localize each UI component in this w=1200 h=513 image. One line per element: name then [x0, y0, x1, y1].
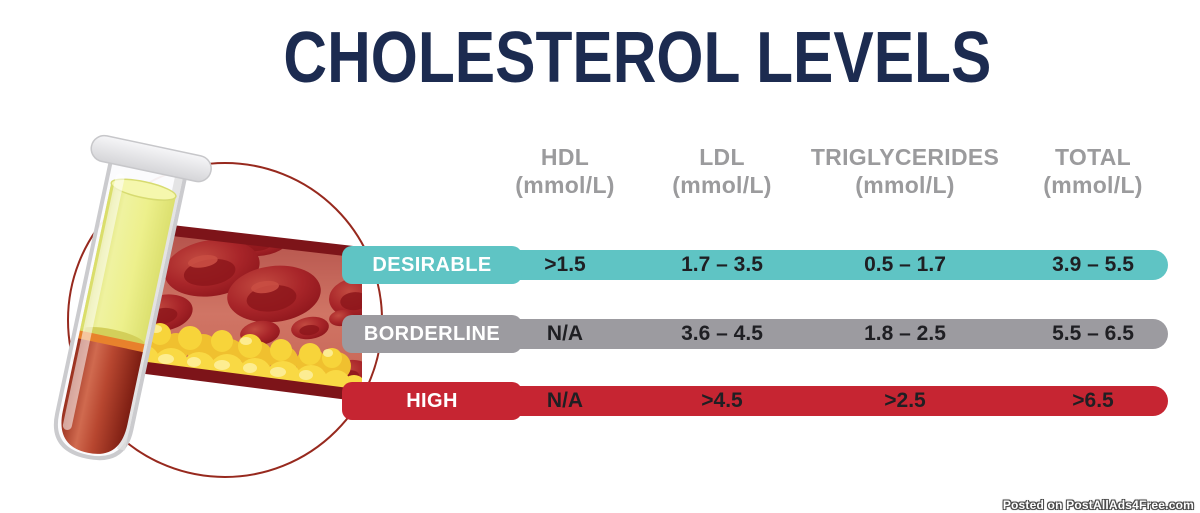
- desirable-row-label-pill: DESIRABLE: [342, 246, 522, 284]
- high-row-label-pill: HIGH: [342, 382, 522, 420]
- column-header-unit: (mmol/L): [855, 172, 955, 198]
- serum-layer: [79, 181, 177, 345]
- red-blood-cell: [227, 265, 321, 323]
- artery-wall-bottom: [130, 360, 364, 402]
- desirable-row-bar: >1.5 1.7 – 3.5 0.5 – 1.7 3.9 – 5.5: [505, 250, 1168, 280]
- artery-wall-top: [146, 222, 362, 258]
- desirable-hdl-value: >1.5: [544, 253, 586, 276]
- column-header-hdl: HDL (mmol/L): [515, 143, 615, 199]
- column-header-unit: (mmol/L): [515, 172, 615, 198]
- test-tube-icon: [54, 134, 212, 461]
- borderline-hdl-value: N/A: [546, 322, 584, 345]
- red-blood-cell: [136, 294, 193, 332]
- high-ldl-value: >4.5: [701, 389, 743, 412]
- column-header-label: TOTAL: [1054, 144, 1132, 170]
- column-header-ldl: LDL (mmol/L): [672, 143, 772, 199]
- high-triglycerides-value: >2.5: [884, 389, 926, 412]
- column-header-triglycerides: TRIGLYCERIDES (mmol/L): [811, 143, 999, 199]
- column-header-unit: (mmol/L): [672, 172, 772, 198]
- column-header-unit: (mmol/L): [1043, 172, 1143, 198]
- buffy-layer: [77, 330, 145, 355]
- column-header-total: TOTAL (mmol/L): [1043, 143, 1143, 199]
- artery-lumen: [136, 230, 362, 398]
- desirable-triglycerides-value: 0.5 – 1.7: [864, 253, 946, 276]
- desirable-ldl-value: 1.7 – 3.5: [681, 253, 763, 276]
- high-hdl-value: N/A: [546, 389, 584, 412]
- borderline-ldl-value: 3.6 – 4.5: [681, 322, 763, 345]
- blood-layer: [61, 338, 143, 454]
- column-header-label: LDL: [699, 144, 745, 170]
- desirable-total-value: 3.9 – 5.5: [1052, 253, 1134, 276]
- test-tube-glass: [54, 154, 189, 461]
- high-total-value: >6.5: [1072, 389, 1114, 412]
- borderline-total-value: 5.5 – 6.5: [1052, 322, 1134, 345]
- red-blood-cell: [164, 239, 260, 297]
- row-label: BORDERLINE: [363, 322, 501, 345]
- row-label: DESIRABLE: [372, 253, 492, 276]
- column-header-label: HDL: [540, 144, 590, 170]
- red-blood-cell: [228, 230, 288, 257]
- red-blood-cell: [240, 320, 280, 346]
- borderline-row-bar: N/A 3.6 – 4.5 1.8 – 2.5 5.5 – 6.5: [505, 319, 1168, 349]
- high-row-bar: N/A >4.5 >2.5 >6.5: [505, 386, 1168, 416]
- borderline-row-label-pill: BORDERLINE: [342, 315, 522, 353]
- test-tube-lip: [90, 134, 212, 183]
- borderline-triglycerides-value: 1.8 – 2.5: [864, 322, 946, 345]
- watermark: Posted on PostAllAds4Free.com: [1002, 498, 1194, 512]
- red-blood-cell: [291, 316, 329, 340]
- page-title: CHOLESTEROL LEVELS: [283, 18, 991, 98]
- row-label: HIGH: [406, 389, 458, 412]
- cholesterol-plaque: [136, 323, 362, 398]
- circle-outline: [67, 162, 383, 478]
- column-header-label: TRIGLYCERIDES: [810, 144, 1000, 170]
